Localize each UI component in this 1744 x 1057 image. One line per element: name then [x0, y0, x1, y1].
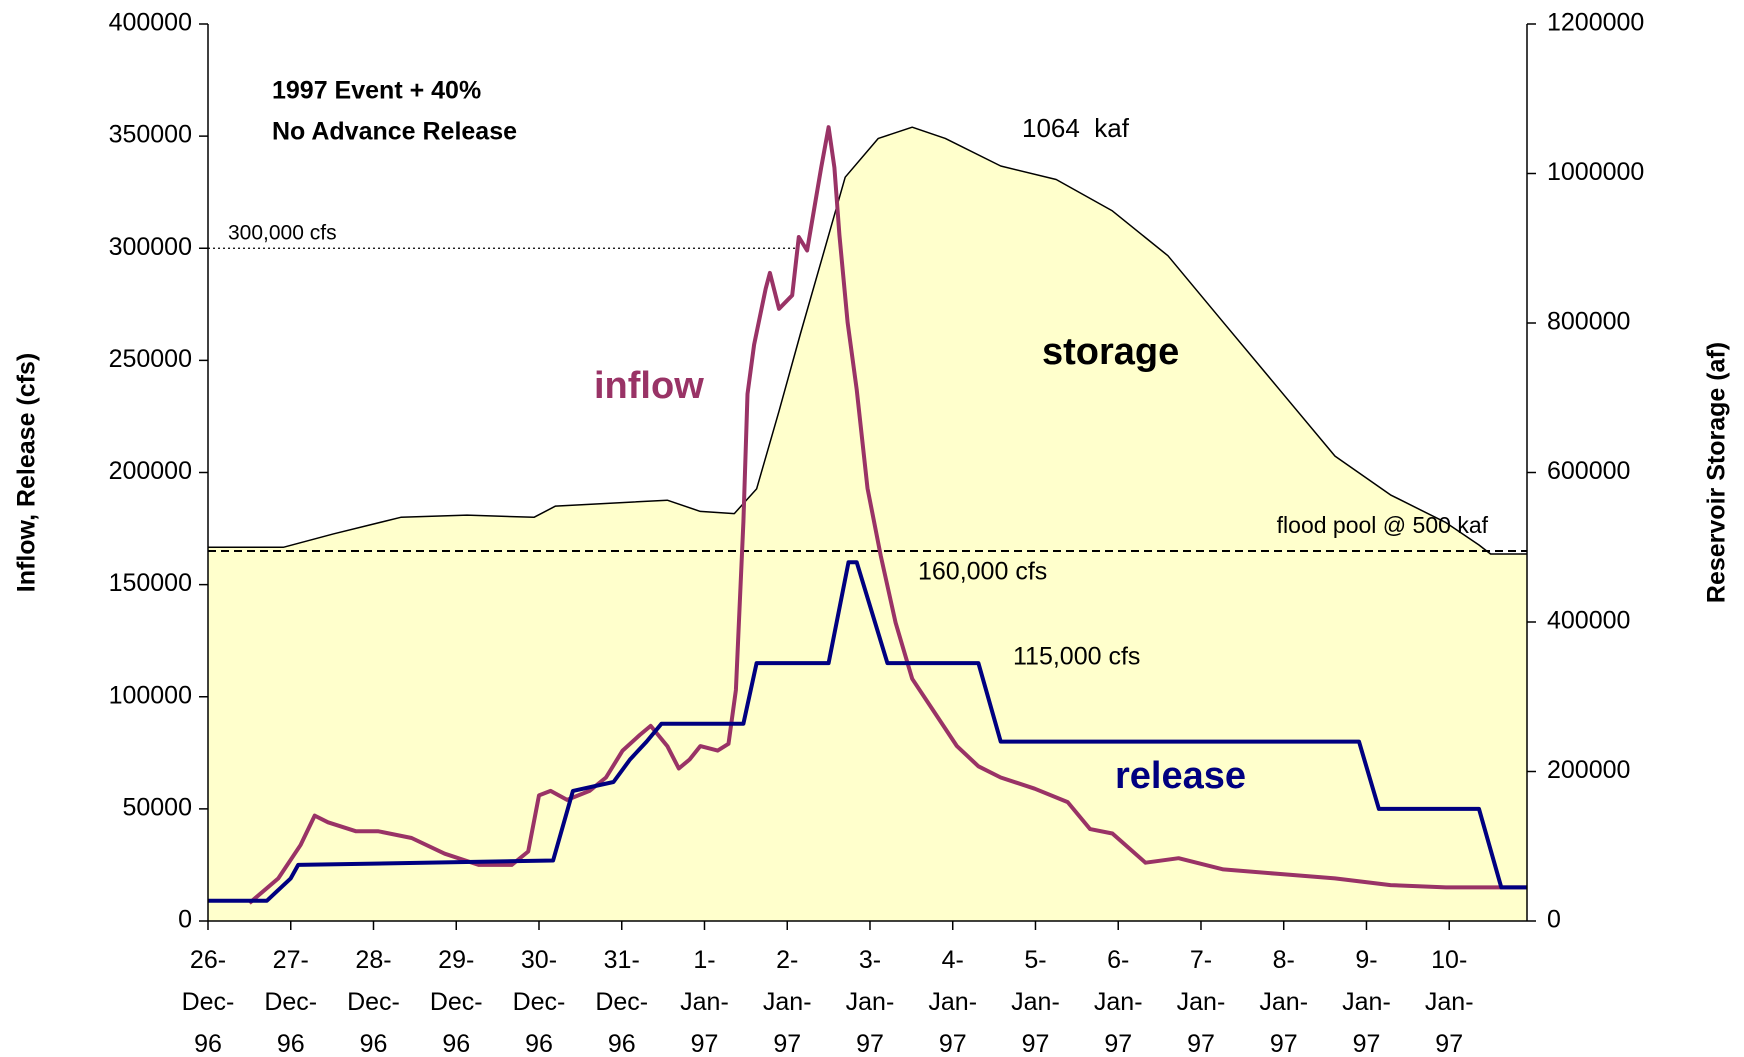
x-tick-label: 5-Jan-97 [1011, 946, 1060, 1057]
reference-label: 300,000 cfs [228, 222, 337, 245]
x-tick-label: 2-Jan-97 [763, 946, 812, 1057]
series-label: inflow [594, 365, 704, 407]
annotation: 1997 Event + 40% [272, 77, 481, 105]
x-tick-label: 3-Jan-97 [846, 946, 895, 1057]
y2-tick-label: 600000 [1547, 457, 1630, 485]
y-tick-label: 350000 [109, 121, 192, 149]
y-axis-title: Inflow, Release (cfs) [13, 353, 41, 592]
x-tick-label: 10-Jan-97 [1425, 946, 1474, 1057]
y2-tick-label: 1000000 [1547, 158, 1644, 186]
x-tick-label: 4-Jan-97 [928, 946, 977, 1057]
y-tick-label: 400000 [109, 9, 192, 37]
x-tick-label: 27-Dec-96 [264, 946, 317, 1057]
annotation: No Advance Release [272, 118, 517, 146]
series-label: storage [1042, 331, 1179, 373]
x-tick-label: 7-Jan-97 [1177, 946, 1226, 1057]
y-tick-label: 50000 [122, 793, 192, 821]
line [208, 126, 1527, 555]
y2-axis-title: Reservoir Storage (af) [1703, 342, 1731, 603]
x-tick-label: 9-Jan-97 [1342, 946, 1391, 1057]
y-tick-label: 0 [178, 906, 192, 934]
y2-tick-label: 1200000 [1547, 9, 1644, 37]
annotation: 1064 kaf [1022, 113, 1130, 143]
series-label: release [1115, 755, 1246, 797]
y2-tick-label: 200000 [1547, 756, 1630, 784]
x-tick-label: 6-Jan-97 [1094, 946, 1143, 1057]
annotation: 115,000 cfs [1013, 643, 1140, 671]
y-tick-label: 100000 [109, 681, 192, 709]
area [208, 127, 1527, 921]
line [208, 560, 1527, 903]
y2-tick-label: 0 [1547, 906, 1561, 934]
x-tick-label: 1-Jan-97 [680, 946, 729, 1057]
x-tick-label: 26-Dec-96 [182, 946, 235, 1057]
y-tick-label: 250000 [109, 345, 192, 373]
reference-label: flood pool @ 500 kaf [1277, 512, 1489, 538]
y2-tick-label: 400000 [1547, 607, 1630, 635]
x-tick-label: 31-Dec-96 [595, 946, 648, 1057]
y-tick-label: 300000 [109, 233, 192, 261]
y2-tick-label: 800000 [1547, 308, 1630, 336]
x-tick-label: 29-Dec-96 [430, 946, 483, 1057]
annotation: 160,000 cfs [918, 558, 1047, 586]
x-tick-label: 30-Dec-96 [513, 946, 566, 1057]
x-tick-label: 28-Dec-96 [347, 946, 400, 1057]
y-tick-label: 150000 [109, 569, 192, 597]
x-tick-label: 8-Jan-97 [1259, 946, 1308, 1057]
y-tick-label: 200000 [109, 457, 192, 485]
